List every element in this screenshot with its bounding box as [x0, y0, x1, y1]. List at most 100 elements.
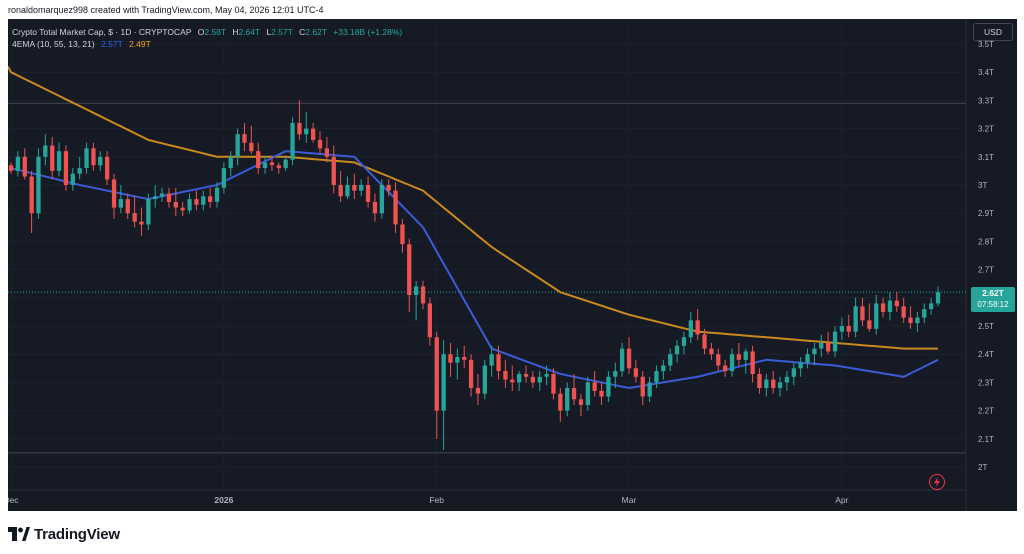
- candle-body: [187, 199, 192, 211]
- y-tick-label: 2.2T: [978, 407, 994, 416]
- chart-panel[interactable]: 2T2.1T2.2T2.3T2.4T2.5T2.6T2.7T2.8T2.9T3T…: [8, 19, 1017, 511]
- ema-slow-line: [8, 66, 938, 350]
- candle-body: [15, 156, 20, 171]
- candle-body: [517, 373, 522, 383]
- candle-body: [674, 345, 680, 355]
- lightning-icon[interactable]: [929, 474, 945, 490]
- y-tick-label: 2.9T: [978, 209, 994, 218]
- candle-body: [819, 342, 824, 349]
- candle-body: [880, 303, 886, 312]
- candle-body: [777, 382, 783, 388]
- candle-body: [194, 199, 199, 205]
- candle-body: [180, 207, 185, 211]
- ema-slow-value: 2.49T: [129, 39, 151, 49]
- candle-body: [468, 359, 474, 388]
- candle-body: [311, 128, 316, 140]
- candle-body: [43, 145, 48, 157]
- candle-body: [420, 286, 426, 304]
- x-tick-label: Apr: [835, 495, 848, 505]
- candle-body: [70, 173, 75, 185]
- price-chart[interactable]: 2T2.1T2.2T2.3T2.4T2.5T2.6T2.7T2.8T2.9T3T…: [8, 19, 1017, 511]
- candle-body: [400, 224, 405, 245]
- candle-body: [139, 221, 144, 225]
- candle-body: [462, 357, 467, 360]
- y-tick-label: 2.3T: [978, 378, 994, 387]
- ohlc-value-low: 2.57T: [271, 27, 293, 37]
- candle-body: [455, 357, 460, 363]
- y-tick-label: 2.4T: [978, 350, 994, 359]
- candle-body: [908, 317, 913, 324]
- candle-body: [482, 365, 487, 394]
- brand-logo[interactable]: TradingView: [8, 523, 120, 545]
- candle-body: [523, 373, 529, 377]
- y-tick-label: 3.3T: [978, 96, 994, 105]
- candle-body: [132, 213, 137, 222]
- candle-body: [105, 156, 110, 180]
- candle-body: [208, 196, 213, 202]
- candle-body: [633, 368, 638, 377]
- candle-body: [647, 382, 652, 397]
- candle-body: [379, 185, 384, 214]
- y-tick-label: 3.5T: [978, 40, 994, 49]
- candle-body: [393, 190, 398, 225]
- candle-body: [874, 303, 879, 329]
- candle-body: [98, 156, 103, 166]
- candle-body: [475, 388, 481, 394]
- candle-body: [599, 390, 604, 397]
- candle-body: [860, 306, 865, 321]
- candle-body: [29, 176, 34, 214]
- candle-body: [729, 354, 735, 372]
- ema-fast-line: [10, 150, 939, 390]
- indicator-title[interactable]: 4EMA (10, 55, 13, 21): [12, 39, 95, 49]
- candle-body: [585, 382, 590, 405]
- candle-body: [166, 193, 172, 202]
- candle-body: [702, 334, 707, 349]
- candle-body: [736, 354, 741, 360]
- candle-body: [77, 168, 82, 174]
- candle-body: [235, 134, 240, 157]
- candle-body: [489, 354, 494, 366]
- y-tick-label: 2.5T: [978, 322, 994, 331]
- candle-body: [111, 179, 117, 208]
- candle-body: [661, 365, 666, 372]
- candle-body: [159, 193, 165, 197]
- brand-name: TradingView: [34, 525, 120, 543]
- candle-body: [867, 320, 872, 329]
- candle-body: [304, 128, 309, 135]
- candle-body: [537, 376, 542, 383]
- currency-button[interactable]: USD: [973, 23, 1013, 41]
- candle-body: [571, 388, 577, 400]
- candle-body: [91, 148, 96, 166]
- candle-body: [723, 365, 728, 372]
- candle-body: [50, 145, 55, 171]
- candle-body: [331, 156, 336, 185]
- candle-body: [640, 376, 645, 397]
- candle-body: [791, 368, 796, 377]
- candle-body: [681, 337, 687, 346]
- candle-body: [173, 201, 178, 208]
- candle-body: [935, 292, 941, 304]
- candle-body: [84, 148, 89, 168]
- candle-body: [922, 309, 927, 318]
- candle-body: [915, 317, 920, 324]
- y-tick-label: 3.2T: [978, 125, 994, 134]
- y-tick-label: 2.8T: [978, 237, 994, 246]
- candle-body: [668, 354, 673, 366]
- y-tick-label: 3T: [978, 181, 987, 190]
- candle-body: [613, 371, 618, 377]
- candle-body: [929, 303, 934, 309]
- candle-body: [887, 300, 893, 312]
- candle-body: [345, 185, 350, 197]
- candle-body: [228, 156, 233, 169]
- candle-body: [372, 201, 378, 214]
- candle-body: [565, 388, 570, 411]
- candle-body: [290, 123, 295, 160]
- candle-body: [798, 362, 803, 369]
- candle-body: [414, 286, 419, 295]
- candle-body: [496, 354, 501, 372]
- candle-body: [146, 199, 151, 225]
- symbol-title[interactable]: Crypto Total Market Cap, $ · 1D · CRYPTO…: [12, 27, 192, 37]
- candle-body: [359, 185, 364, 191]
- candle-body: [256, 151, 261, 169]
- candle-body: [153, 196, 158, 200]
